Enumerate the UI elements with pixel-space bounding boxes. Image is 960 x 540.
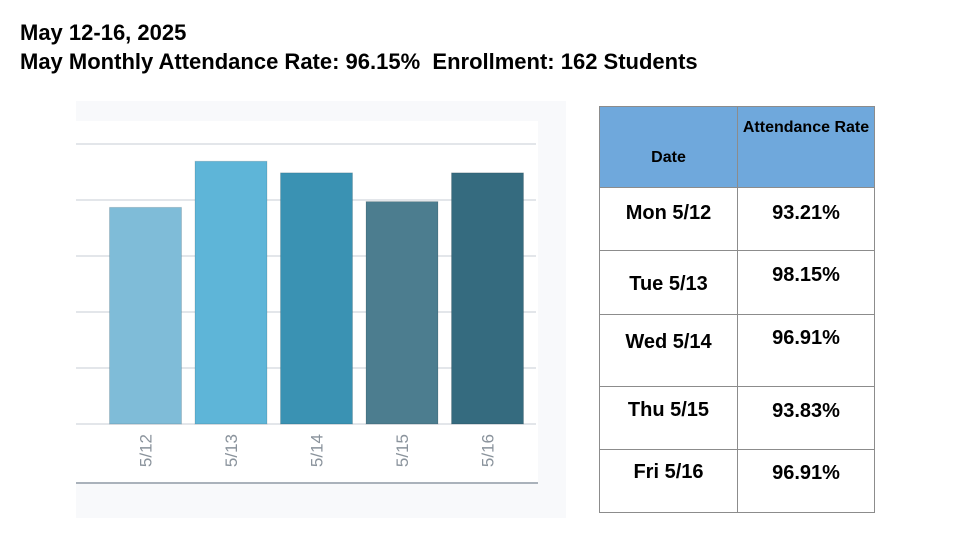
row-rate: 96.91%: [737, 449, 875, 513]
header-rate-line1: Attendance: [742, 119, 830, 136]
bar-5/16: [451, 172, 524, 425]
bar-5/14: [280, 172, 353, 425]
row-date: Mon 5/12: [599, 187, 738, 251]
bar-5/12: [109, 206, 182, 425]
week-range-title: May 12-16, 2025: [20, 20, 187, 45]
monthly-summary-line: May Monthly Attendance Rate: 96.15% Enro…: [20, 49, 698, 74]
page-header: May 12-16, 2025 May Monthly Attendance R…: [20, 18, 698, 76]
row-date: Wed 5/14: [599, 314, 738, 387]
row-date: Tue 5/13: [599, 250, 738, 315]
table-row: Thu 5/15 93.83%: [599, 386, 875, 450]
chart-svg: 5/12 5/13 5/14 5/15 5/16: [76, 121, 538, 484]
header-rate-line2: Rate: [834, 119, 870, 136]
table-row: Tue 5/13 98.15%: [599, 250, 875, 315]
bar-5/13: [194, 160, 268, 425]
x-tick-label: 5/13: [222, 434, 241, 467]
x-tick-label: 5/12: [137, 434, 156, 467]
x-tick-label: 5/14: [308, 434, 327, 467]
table-header-row: Date Attendance Rate: [599, 106, 875, 188]
row-rate: 98.15%: [737, 250, 875, 315]
row-rate: 96.91%: [737, 314, 875, 387]
x-tick-label: 5/15: [393, 434, 412, 467]
attendance-bar-chart: 5/12 5/13 5/14 5/15 5/16: [76, 101, 566, 518]
row-rate: 93.21%: [737, 187, 875, 251]
bar-5/15: [365, 201, 439, 425]
table-row: Fri 5/16 96.91%: [599, 449, 875, 513]
x-tick-label: 5/16: [479, 434, 498, 467]
header-date: Date: [599, 106, 738, 188]
row-date: Fri 5/16: [599, 449, 738, 513]
attendance-table: Date Attendance Rate Mon 5/12 93.21% Tue…: [599, 106, 875, 513]
attendance-table-container: Date Attendance Rate Mon 5/12 93.21% Tue…: [599, 106, 875, 513]
header-attendance-rate: Attendance Rate: [737, 106, 875, 188]
table-row: Mon 5/12 93.21%: [599, 187, 875, 251]
table-row: Wed 5/14 96.91%: [599, 314, 875, 387]
row-date: Thu 5/15: [599, 386, 738, 450]
row-rate: 93.83%: [737, 386, 875, 450]
